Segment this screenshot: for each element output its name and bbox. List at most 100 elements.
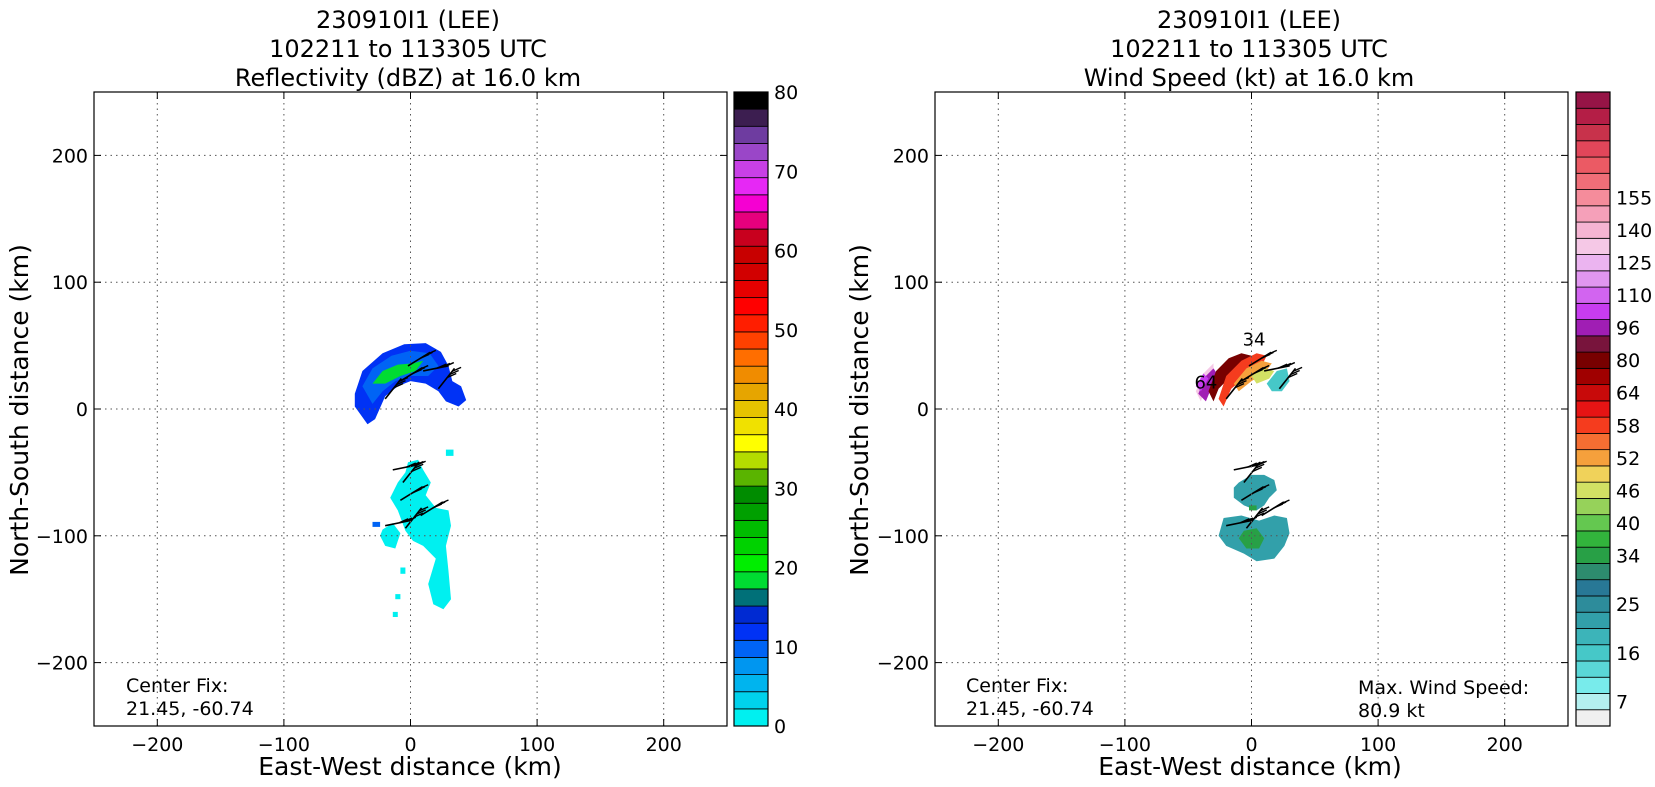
panel-title-line-1: 230910I1 (LEE) [316,6,500,34]
colorbar-segment [733,400,769,418]
colorbar-segment [1575,432,1611,451]
wind-barb-flag [1257,509,1268,515]
colorbar-segment [1575,286,1611,304]
x-tick-label: −100 [258,734,310,756]
y-tick-label: 100 [893,272,929,294]
contour-label: 64 [1194,373,1217,394]
wind-speed-layer [1193,340,1295,562]
wind-barb-flag [416,509,427,515]
data-region-12 [1249,505,1257,511]
colorbar-segment [1575,595,1611,613]
colorbar-segment [1575,693,1611,711]
colorbar-segment [733,331,769,350]
colorbar-segment [733,211,769,230]
data-region-8 [400,567,406,574]
colorbar-segment [1575,237,1611,255]
colorbar-segment [733,468,769,487]
colorbar-segment [733,194,769,213]
colorbar-tick-label: 70 [774,161,798,183]
wind-barb-shaft [392,463,419,471]
wind-barb-flag [444,361,455,368]
wind-barb-flag [1237,379,1247,386]
x-axis-label: East-West distance (km) [1098,752,1402,781]
wind-barb-flag [414,512,424,518]
colorbar-tick-label: 60 [774,241,798,263]
colorbar-segment [733,262,769,281]
colorbar-tick-label: 58 [1616,415,1640,437]
data-region-7 [1251,368,1275,384]
wind-barb-shaft [385,519,411,527]
wind-barb-shaft [1233,463,1260,471]
data-region-7 [392,611,398,617]
colorbar-tick-label: 46 [1616,480,1640,502]
x-tick-label: 200 [646,734,682,756]
wind-barb-shaft [423,365,449,372]
wind-barb-shaft [1278,367,1297,390]
x-tick-label: 0 [1245,734,1257,756]
colorbar-segment [733,434,769,453]
colorbar-tick-label: 80 [1616,350,1640,372]
colorbar-segment [733,537,769,556]
wind-barb-shaft [1225,377,1243,400]
data-region-2 [1198,368,1219,402]
panel-title-line-1: 230910I1 (LEE) [1157,6,1341,34]
colorbar-segment [733,691,769,710]
y-tick-label: −200 [877,653,929,675]
colorbar-segment [1575,644,1611,662]
center-fix-value: 21.45, -60.74 [966,698,1094,720]
colorbar-segment [1575,384,1611,402]
y-tick-label: 200 [893,145,929,167]
wind-barb-shaft [1226,519,1252,527]
colorbar-segment [733,314,769,333]
data-region-2 [372,360,424,384]
data-region-3 [1195,373,1209,392]
colorbar-segment [733,382,769,401]
x-tick-label: 100 [519,734,555,756]
colorbar-segment [1575,254,1611,272]
wind-barb-flag [1292,366,1303,373]
colorbar-segment [733,657,769,675]
colorbar-tick-label: 40 [774,399,798,421]
wind-barb-flag [406,462,417,468]
wind-barb-flag [1277,363,1288,369]
colorbar-segment [733,708,769,727]
colorbar-tick-label: 52 [1616,448,1640,470]
data-region-5 [445,449,454,456]
wind-barb-flag [436,363,447,369]
center-fix-label: Center Fix: [966,675,1068,697]
colorbar-segment [1575,579,1611,597]
colorbar-segment [1575,367,1611,386]
y-tick-label: 200 [52,145,88,167]
y-axis-label: North-South distance (km) [845,244,874,576]
wind-barb-flag [1290,369,1300,376]
axis-ticks: −200 −100 0 100 200 −200 −100 0 100 200 [36,92,727,756]
colorbar-tick-label: 16 [1616,643,1640,665]
wind-barb-shaft [437,367,456,390]
max-wind-label: Max. Wind Speed: [1358,677,1529,699]
colorbar-segment [1575,481,1611,499]
colorbar-segment [733,451,769,470]
contour-label: 34 [1243,330,1266,351]
x-tick-label: −200 [131,734,183,756]
wind-barb-flag [1247,462,1258,468]
wind-barb-flag [416,460,426,466]
data-region-8 [1266,368,1290,392]
panel-wind-speed: 230910I1 (LEE) 102211 to 113305 UTC Wind… [845,6,1652,781]
colorbar-segment [1575,107,1611,125]
colorbar-segment [1575,660,1611,678]
colorbar-segment [733,297,769,316]
wind-barb-flag [413,463,424,469]
colorbar-segment [1575,449,1611,467]
colorbar-segment [733,143,769,161]
data-region-9 [372,521,381,527]
data-region-6 [395,594,401,600]
wind-barb-flag [411,466,422,472]
colorbar-segment [1575,709,1611,727]
wind-barb-flag [1257,460,1267,466]
colorbar-frame [1575,91,1611,727]
grid-lines [94,92,727,726]
colorbar-segment [1575,302,1611,320]
colorbar-segment [1575,514,1611,532]
wind-barb-flag [1287,372,1298,379]
